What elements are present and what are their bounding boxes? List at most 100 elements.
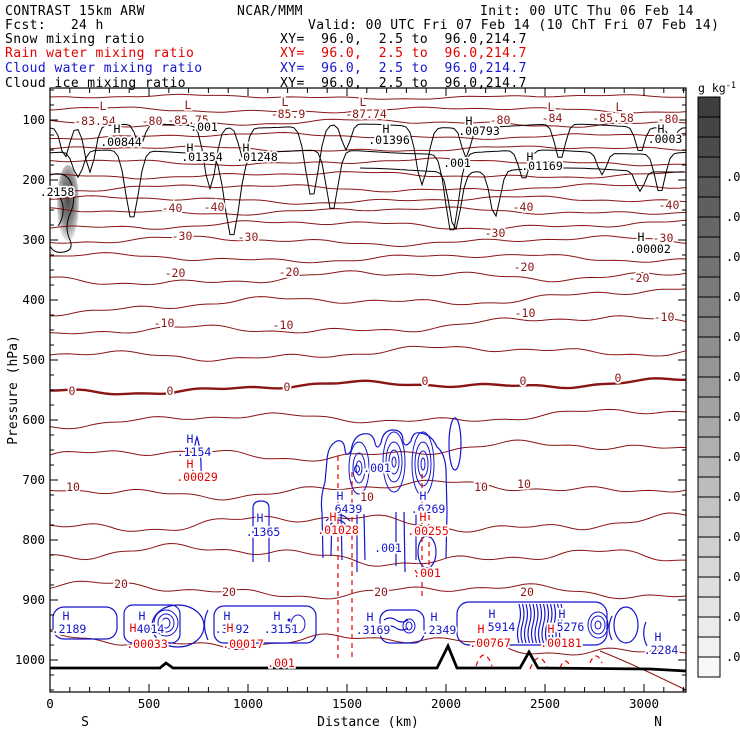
contour-label: -40 <box>659 198 680 212</box>
contour-label: .001 <box>363 461 391 475</box>
cloud-ice-contours <box>49 123 687 253</box>
colorbar-tick-label: .016 <box>726 610 740 624</box>
contour-label: 0 <box>69 384 76 398</box>
contour-label: 0 <box>284 380 291 394</box>
contour-label: .00767 <box>469 636 511 650</box>
contour-label: .2284 <box>644 643 679 657</box>
colorbar <box>697 96 721 678</box>
colorbar-tick-label: .012 <box>726 650 740 664</box>
y-axis-tick-label: 500 <box>22 352 45 367</box>
contour-label: .00181 <box>540 636 582 650</box>
contour-label: 0 <box>167 384 174 398</box>
contour-label: 20 <box>114 577 128 591</box>
contour-label: .1365 <box>246 525 281 539</box>
contour-label: -83.54 <box>74 114 116 128</box>
y-axis-tick-label: 400 <box>22 292 45 307</box>
model-title: CONTRAST 15km ARW <box>5 4 145 19</box>
contour-label: -30 <box>238 230 259 244</box>
contour-label: -85.75 <box>167 113 209 127</box>
contour-label: H <box>187 457 194 471</box>
contour-label: .3151 <box>264 622 299 636</box>
contour-label: .001 <box>443 156 471 170</box>
colorbar-tick-label: .028 <box>726 490 740 504</box>
contour-label: -10 <box>154 316 175 330</box>
contour-label: -30 <box>172 229 193 243</box>
colorbar-tick-label: .04 <box>726 370 740 384</box>
colorbar-tick-label: .048 <box>726 290 740 304</box>
south-end-label: S <box>81 715 89 730</box>
contour-label: .2349 <box>422 623 457 637</box>
x-axis-tick-label: 1500 <box>332 696 362 711</box>
contour-label: H <box>466 114 473 128</box>
contour-label: .0003 <box>648 132 683 146</box>
contour-label: -40 <box>513 200 534 214</box>
contour-label: .00029 <box>176 470 218 484</box>
temperature-contours <box>49 93 687 691</box>
field-label-cloud-ice: Cloud ice mixing ratio <box>5 76 186 91</box>
contour-label: H <box>274 609 281 623</box>
contour-label: H <box>367 610 374 624</box>
contour-labels: L-83.54 -80L-85.75L-85.9L-87.74 -80L-84L-8… <box>38 93 684 672</box>
contour-label: H <box>187 141 194 155</box>
contour-label: L <box>616 100 623 114</box>
contour-label: 10 <box>517 477 531 491</box>
contour-label: .01248 <box>236 150 278 164</box>
contour-label: .00002 <box>629 242 671 256</box>
contour-label: 20 <box>222 585 236 599</box>
contour-label: .00033 <box>126 637 168 651</box>
y-axis-tick-label: 800 <box>22 532 45 547</box>
x-axis-tick-label: 0 <box>46 696 54 711</box>
contour-label: .5914 <box>481 620 516 634</box>
contour-label: -20 <box>165 266 186 280</box>
contour-label: -20 <box>514 260 535 274</box>
contour-label: -80 <box>142 114 163 128</box>
contour-label: .3169 <box>356 623 391 637</box>
y-axis-tick-label: 200 <box>22 172 45 187</box>
x-axis-tick-label: 2000 <box>431 696 461 711</box>
contour-label: H <box>431 610 438 624</box>
contour-label: 20 <box>374 585 388 599</box>
colorbar-tick-label: .06 <box>726 170 740 184</box>
colorbar-unit: g kg-1 <box>698 81 736 95</box>
contour-label: .6439 <box>328 502 363 516</box>
contour-label: -10 <box>654 310 675 324</box>
contour-label: L <box>100 99 107 113</box>
contour-label: .4014 <box>130 622 165 636</box>
colorbar-tick-label: .024 <box>726 530 740 544</box>
colorbar-tick-label: .036 <box>726 410 740 424</box>
surface-terrain-line <box>50 642 687 673</box>
contour-label: -80 <box>490 113 511 127</box>
contour-label: .01028 <box>317 523 359 537</box>
x-axis-title: Distance (km) <box>317 715 419 730</box>
contour-label: .3692 <box>215 622 250 636</box>
contour-label: -10 <box>273 318 294 332</box>
y-axis-tick-label: 300 <box>22 232 45 247</box>
contour-label: .001 <box>267 656 295 670</box>
contour-label: H <box>139 609 146 623</box>
contour-label: -84 <box>542 111 563 125</box>
contour-label: H <box>655 630 662 644</box>
contour-label: -20 <box>629 271 650 285</box>
colorbar-tick-label: .02 <box>726 570 740 584</box>
contour-label: -85.9 <box>271 107 306 121</box>
contour-label: .001 <box>413 566 441 580</box>
contour-label: H <box>527 150 534 164</box>
contour-label: 10 <box>66 480 80 494</box>
contour-label: H <box>224 609 231 623</box>
contour-label: H <box>330 510 337 524</box>
field-xy-cloud-water: XY= 96.0, 2.5 to 96.0,214.7 <box>280 61 527 76</box>
contour-label: 10 <box>360 490 374 504</box>
colorbar-tick-label: .052 <box>726 250 740 264</box>
contour-label: H <box>63 609 70 623</box>
field-label-snow: Snow mixing ratio <box>5 32 145 47</box>
contour-label: .6269 <box>411 502 446 516</box>
contour-label: .2189 <box>52 622 87 636</box>
field-xy-cloud-ice: XY= 96.0, 2.5 to 96.0,214.7 <box>280 76 527 91</box>
contour-label: H <box>337 489 344 503</box>
y-axis-tick-label: 900 <box>22 592 45 607</box>
axes-frame <box>49 87 687 693</box>
rain-water-contours <box>337 456 603 670</box>
center-name: NCAR/MMM <box>237 4 303 19</box>
cloud-water-contours <box>52 417 648 648</box>
